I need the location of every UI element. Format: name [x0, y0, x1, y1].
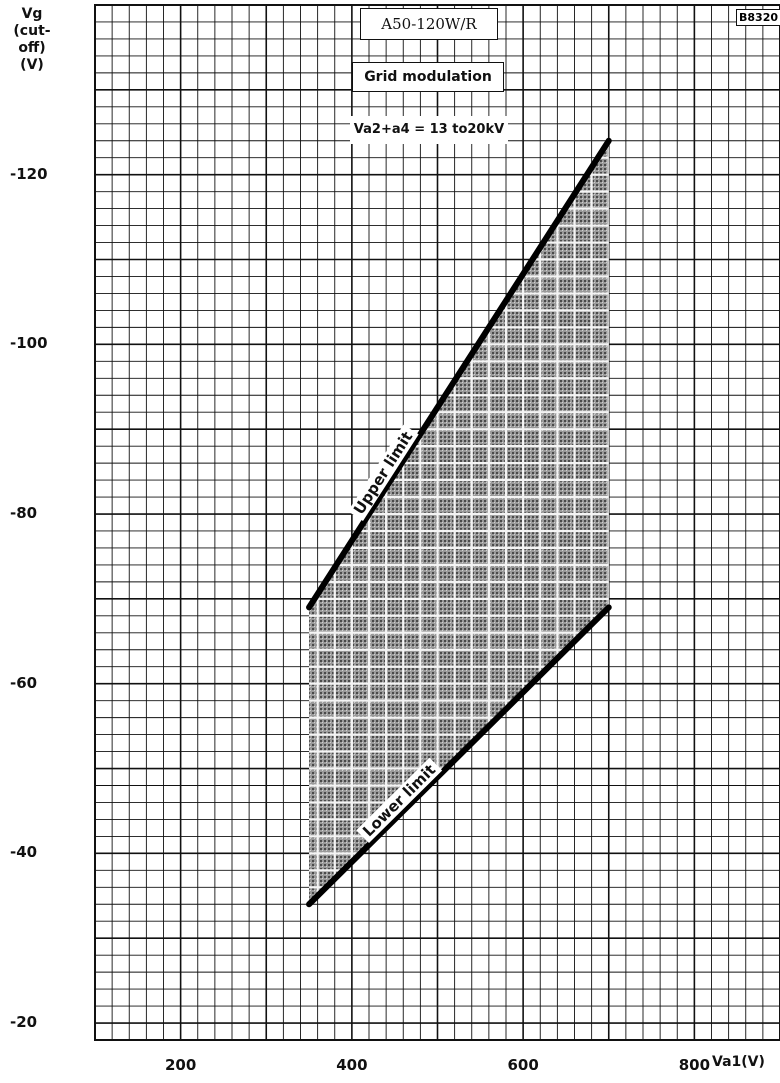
y-axis-label-line-1: Vg: [21, 6, 43, 22]
y-tick-label: -20: [10, 1013, 38, 1032]
upper-limit-line: [306, 137, 612, 611]
y-tick-label: -80: [10, 504, 38, 523]
region-fill: [309, 140, 609, 905]
x-tick-label: 200: [164, 1056, 197, 1074]
x-axis-label: Va1(V): [712, 1054, 765, 1070]
y-axis-label: Vg (cut-off) (V): [2, 6, 62, 74]
x-tick-label: 600: [507, 1056, 539, 1074]
limit-lines: [306, 137, 612, 908]
figure-code: B8320: [736, 9, 780, 26]
y-axis-label-line-2: (cut-off): [13, 23, 51, 56]
plot-frame: [94, 4, 780, 1041]
y-axis-label-line-3: (V): [20, 57, 44, 73]
y-tick-label: -120: [10, 164, 48, 183]
x-tick-label: 800: [678, 1056, 711, 1074]
mode-box: Grid modulation: [352, 62, 504, 92]
tube-type-box: A50-120W/R: [360, 8, 498, 40]
lower-limit-line: [306, 604, 612, 908]
condition-box: Va2+a4 = 13 to20kV: [350, 116, 508, 144]
y-tick-label: -60: [10, 673, 38, 692]
y-tick-label: -40: [10, 843, 38, 862]
feasible-region: [309, 140, 609, 905]
x-tick-label: 400: [336, 1056, 368, 1074]
y-tick-label: -100: [10, 334, 48, 353]
